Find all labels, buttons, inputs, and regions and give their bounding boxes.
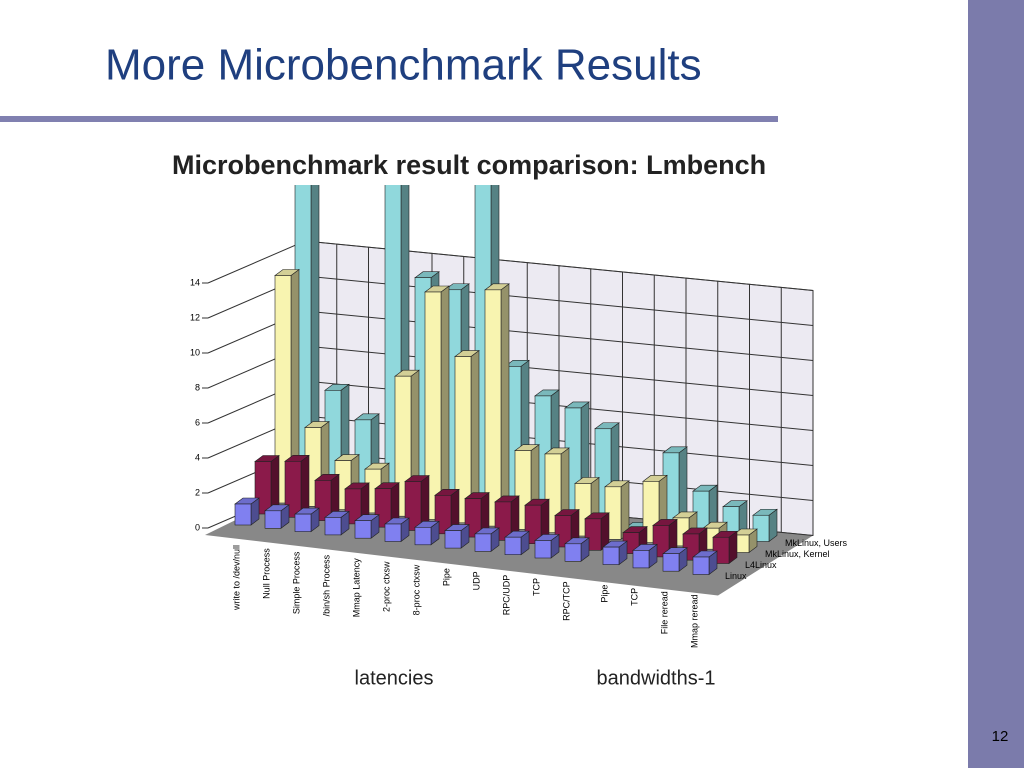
bar-front (564, 543, 582, 562)
bar-front (474, 533, 492, 552)
bar-side (440, 285, 450, 521)
x-tick-label: TCP (629, 588, 639, 606)
bar (414, 520, 440, 546)
bar (324, 510, 350, 536)
bar-front (274, 275, 292, 504)
bar-front (662, 553, 680, 572)
legend-label: MkLinux, Kernel (765, 549, 830, 559)
page-number: 12 (992, 728, 1009, 745)
x-tick-label: 8-proc ctxsw (411, 564, 421, 615)
y-tick-label: 2 (195, 487, 200, 497)
bar-front (324, 517, 342, 536)
y-tick-label: 8 (195, 382, 200, 392)
y-tick-label: 12 (190, 312, 200, 322)
bar-front (504, 536, 522, 556)
plot (205, 185, 814, 596)
x-tick-label: Null Process (261, 548, 271, 599)
bar (454, 349, 480, 524)
title-rule (0, 116, 778, 122)
bar (264, 504, 290, 529)
y-tick-label: 0 (195, 522, 200, 532)
bar (602, 540, 628, 566)
x-tick-label: Pipe (441, 568, 451, 586)
y-tick-label: 10 (190, 347, 200, 357)
bar (662, 547, 688, 572)
bar (484, 283, 510, 527)
bar (632, 543, 658, 569)
y-tick-label: 6 (195, 417, 200, 427)
slide-title: More Microbenchmark Results (105, 41, 702, 90)
group-label: latencies (355, 667, 434, 689)
bar (234, 497, 260, 526)
x-tick-label: /bin/sh Process (321, 554, 331, 616)
bar (474, 527, 500, 553)
x-tick-label: RPC/TCP (561, 581, 571, 621)
bar-front (294, 513, 312, 532)
chart-title: Microbenchmark result comparison: Lmbenc… (172, 150, 766, 180)
legend-label: MkLinux, Users (785, 538, 848, 548)
bar (294, 507, 320, 533)
bar (254, 454, 280, 515)
bar (374, 482, 400, 528)
bar (504, 530, 530, 556)
bar-front (414, 526, 432, 546)
bar-front (424, 291, 442, 520)
x-tick-label: UDP (471, 571, 481, 590)
x-tick-label: TCP (531, 578, 541, 596)
bar-front (454, 356, 472, 524)
y-tick-label: 14 (190, 277, 200, 287)
bar-front (284, 460, 302, 518)
bar-front (632, 550, 650, 569)
bar (274, 268, 300, 504)
bar-side (500, 283, 510, 527)
bar-front (354, 520, 372, 539)
y-tick-label: 4 (195, 452, 200, 462)
x-tick-label: File reread (659, 591, 669, 634)
bar (564, 537, 590, 562)
bar-front (444, 530, 462, 549)
x-tick-label: write to /dev/null (231, 545, 241, 611)
bar-front (692, 556, 710, 575)
bar-front (234, 503, 252, 526)
group-label: bandwidths-1 (597, 667, 716, 689)
bar (284, 454, 310, 518)
x-tick-label: Simple Process (291, 551, 301, 614)
x-tick-label: Mmap Latency (351, 558, 361, 618)
bar (384, 517, 410, 543)
bar (444, 523, 470, 549)
legend-label: Linux (725, 571, 747, 581)
bar-front (384, 523, 402, 542)
bar-front (534, 540, 552, 559)
bar (534, 533, 560, 559)
side-band (968, 0, 1024, 768)
x-tick-label: 2-proc ctxsw (381, 561, 391, 612)
x-tick-label: RPC/UDP (501, 575, 511, 616)
bar-front (602, 546, 620, 565)
bar-front (264, 510, 282, 529)
bar (354, 514, 380, 539)
bar (752, 508, 778, 543)
bar (692, 550, 718, 576)
legend-label: L4Linux (745, 560, 777, 570)
x-tick-label: Pipe (599, 585, 609, 603)
x-tick-label: Mmap reread (689, 595, 699, 649)
bar-front (484, 289, 502, 527)
